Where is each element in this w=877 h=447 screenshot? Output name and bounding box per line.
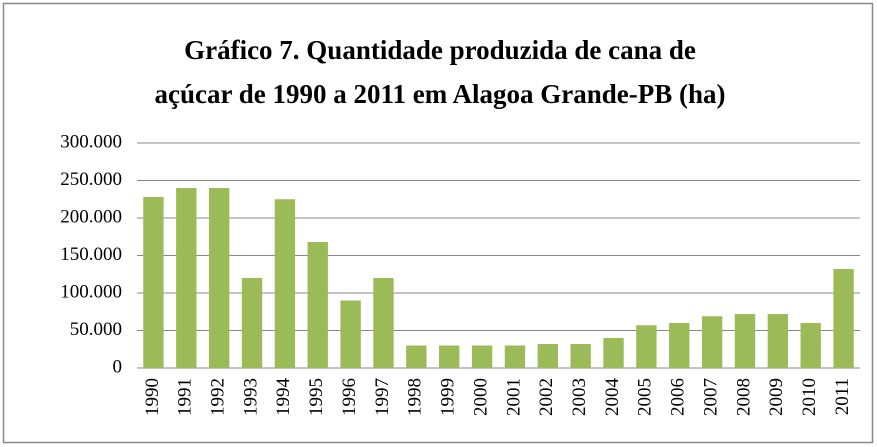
bar	[208, 188, 230, 368]
y-tick-label: 200.000	[60, 206, 122, 227]
x-tick-label: 2001	[503, 378, 524, 416]
x-tick-label: 1991	[175, 378, 196, 416]
x-tick-label: 2011	[832, 378, 853, 415]
bar	[767, 314, 789, 368]
x-tick-label: 2005	[635, 378, 656, 416]
bar	[340, 300, 361, 368]
bar	[537, 344, 558, 368]
x-tick-label: 1993	[240, 378, 261, 416]
bar	[833, 269, 854, 368]
y-tick-label: 50.000	[70, 319, 122, 340]
x-tick-label: 2003	[569, 378, 590, 416]
x-tick-label: 1990	[142, 378, 163, 416]
x-tick-label: 2006	[668, 378, 689, 416]
bar	[307, 242, 328, 368]
x-tick-label: 2008	[733, 378, 754, 416]
y-tick-label: 100.000	[60, 281, 122, 302]
y-tick-label: 300.000	[60, 131, 122, 152]
bar	[800, 323, 821, 368]
bar	[241, 278, 263, 368]
x-tick-label: 1992	[208, 378, 229, 416]
x-tick-label: 2007	[700, 378, 721, 416]
x-tick-label: 1999	[438, 378, 459, 416]
bar	[734, 314, 756, 368]
chart-title: açúcar de 1990 a 2011 em Alagoa Grande-P…	[155, 79, 726, 109]
y-tick-label: 150.000	[60, 244, 122, 265]
bar	[406, 345, 427, 368]
x-tick-label: 1998	[405, 378, 426, 416]
chart-title: Gráfico 7. Quantidade produzida de cana …	[184, 35, 696, 65]
bar	[636, 325, 657, 368]
bar	[669, 323, 690, 368]
y-tick-label: 250.000	[60, 169, 122, 190]
x-tick-label: 2004	[602, 378, 623, 417]
bar	[504, 345, 526, 368]
x-tick-label: 2002	[536, 378, 557, 416]
bar	[143, 197, 164, 368]
bar	[274, 199, 296, 368]
bar	[176, 188, 197, 368]
x-tick-label: 1996	[339, 378, 360, 416]
bar	[570, 344, 591, 368]
x-tick-label: 1995	[306, 378, 327, 416]
bar	[603, 338, 624, 368]
bar	[701, 316, 723, 368]
x-tick-label: 2000	[470, 378, 491, 416]
bar	[471, 345, 493, 368]
x-tick-label: 1997	[372, 378, 393, 416]
x-tick-label: 2009	[766, 378, 787, 416]
bar	[439, 345, 460, 368]
y-tick-label: 0	[113, 356, 123, 377]
x-tick-label: 2010	[799, 378, 820, 416]
x-tick-label: 1994	[273, 378, 294, 417]
bar	[373, 278, 394, 368]
